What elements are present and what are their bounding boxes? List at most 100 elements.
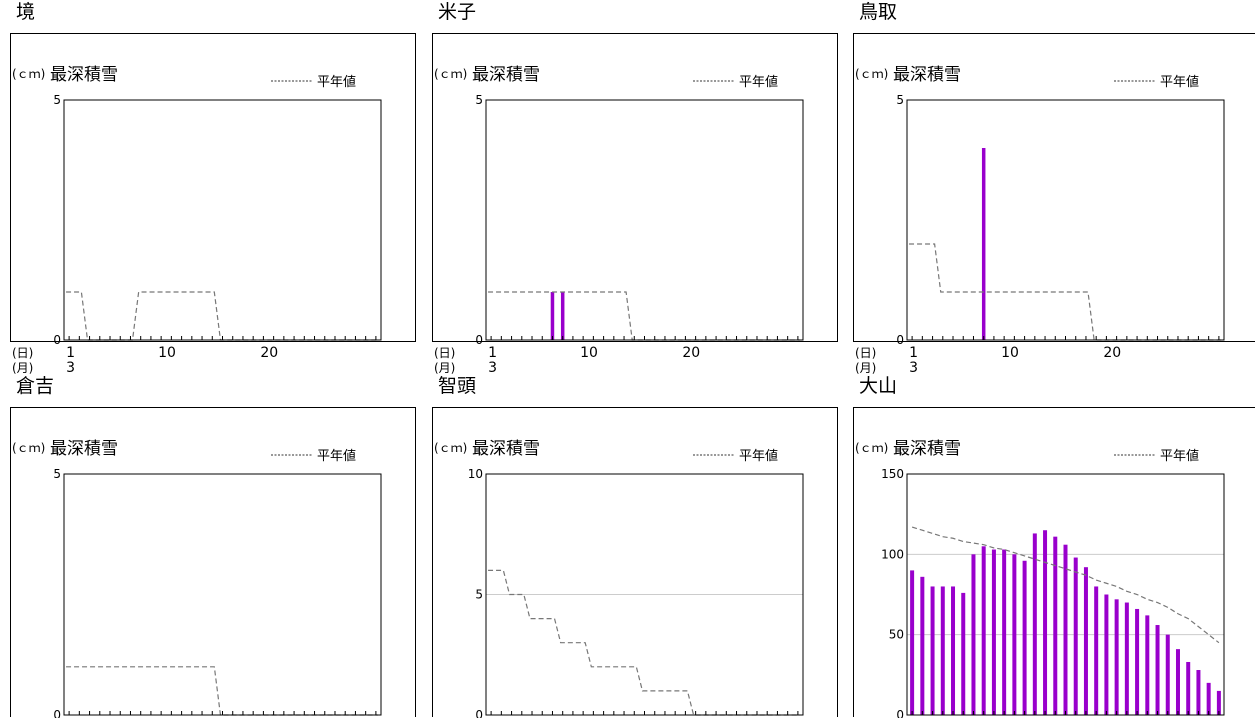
x-tick-label: 10 xyxy=(580,345,598,361)
legend-label: 平年値 xyxy=(739,448,778,464)
y-tick-label: 5 xyxy=(475,588,483,602)
chart-title: 最深積雪 xyxy=(893,439,961,459)
snow-depth-bar xyxy=(1063,544,1068,715)
snow-depth-bar xyxy=(1175,649,1180,715)
snow-depth-bar xyxy=(1104,594,1109,715)
month-label: 3 xyxy=(909,360,918,376)
y-tick-label: 0 xyxy=(896,708,904,718)
legend-label: 平年値 xyxy=(1160,448,1199,464)
x-tick-label: 20 xyxy=(682,345,700,361)
month-unit-label: (月) xyxy=(855,361,876,375)
y-tick-label: 5 xyxy=(53,93,61,107)
snow-depth-bar xyxy=(1155,625,1160,715)
snow-depth-bar xyxy=(1073,557,1078,715)
snow-depth-bar xyxy=(991,549,996,715)
normal-value-line xyxy=(911,526,1220,644)
snow-depth-bar xyxy=(1165,634,1170,715)
y-tick-label: 5 xyxy=(53,467,61,481)
snow-depth-bar xyxy=(1186,661,1191,715)
month-unit-label: (月) xyxy=(12,361,33,375)
snow-depth-bar xyxy=(940,586,945,715)
snow-depth-bar xyxy=(930,586,935,715)
x-tick-label: 10 xyxy=(1001,345,1019,361)
snow-depth-bar xyxy=(1043,530,1048,715)
month-unit-label: (月) xyxy=(434,361,455,375)
y-tick-label: 50 xyxy=(889,628,904,642)
station-name: 大山 xyxy=(859,375,898,397)
normal-value-line xyxy=(66,666,378,716)
x-tick-label: 1 xyxy=(488,345,497,361)
unit-label: (ｃｍ) xyxy=(855,67,888,81)
normal-value-line xyxy=(488,569,800,716)
x-tick-label: 10 xyxy=(158,345,176,361)
snow-depth-bar xyxy=(1216,690,1221,715)
unit-label: (ｃｍ) xyxy=(434,67,467,81)
plot-area-frame xyxy=(485,99,804,341)
snow-depth-bar xyxy=(920,576,925,715)
plot-area-frame xyxy=(63,99,382,341)
snow-depth-bar xyxy=(1053,536,1058,715)
snow-depth-bar xyxy=(971,554,976,715)
month-label: 3 xyxy=(66,360,75,376)
station-name: 倉吉 xyxy=(16,375,55,397)
y-tick-label: 0 xyxy=(896,333,904,347)
y-tick-label: 0 xyxy=(53,333,61,347)
snow-depth-bar xyxy=(1094,586,1099,715)
plot-area-frame xyxy=(906,99,1225,341)
snow-depth-bar xyxy=(961,592,966,715)
snow-depth-bar xyxy=(1135,608,1140,715)
station-name: 米子 xyxy=(438,1,477,23)
normal-value-line xyxy=(909,243,1221,341)
chart-title: 最深積雪 xyxy=(50,65,118,85)
x-tick-label: 1 xyxy=(66,345,75,361)
snow-depth-bar xyxy=(981,148,986,340)
chart-title: 最深積雪 xyxy=(472,439,540,459)
snow-depth-bar xyxy=(1032,533,1037,715)
snow-depth-bar xyxy=(1206,682,1211,715)
x-tick-label: 20 xyxy=(260,345,278,361)
legend-label: 平年値 xyxy=(317,448,356,464)
plot-area-frame xyxy=(63,473,382,716)
normal-value-line xyxy=(66,291,378,341)
snow-depth-bar xyxy=(1124,602,1129,715)
y-tick-label: 0 xyxy=(475,708,483,718)
y-tick-label: 0 xyxy=(475,333,483,347)
y-tick-label: 5 xyxy=(475,93,483,107)
snow-depth-bar xyxy=(1022,560,1027,715)
x-tick-label: 20 xyxy=(1103,345,1121,361)
station-name: 鳥取 xyxy=(859,1,898,23)
snow-depth-bar xyxy=(1002,549,1007,715)
snow-depth-bar xyxy=(910,570,915,715)
snow-depth-bar xyxy=(1083,567,1088,715)
snow-depth-bar xyxy=(951,586,956,715)
snow-depth-bar xyxy=(1114,599,1119,715)
x-tick-label: 1 xyxy=(909,345,918,361)
y-tick-label: 0 xyxy=(53,708,61,718)
snow-depth-bar xyxy=(1145,615,1150,715)
snow-depth-bar xyxy=(1196,670,1201,715)
unit-label: (ｃｍ) xyxy=(12,441,45,455)
unit-label: (ｃｍ) xyxy=(855,441,888,455)
chart-title: 最深積雪 xyxy=(893,65,961,85)
y-tick-label: 5 xyxy=(896,93,904,107)
chart-title: 最深積雪 xyxy=(50,439,118,459)
station-name: 境 xyxy=(16,1,36,23)
y-tick-label: 150 xyxy=(881,467,904,481)
day-unit-label: (日) xyxy=(12,346,33,360)
y-tick-label: 100 xyxy=(881,547,904,561)
legend-label: 平年値 xyxy=(317,74,356,90)
chart-title: 最深積雪 xyxy=(472,65,540,85)
y-tick-label: 10 xyxy=(468,467,483,481)
snow-depth-bar xyxy=(550,292,555,340)
snow-depth-bar xyxy=(1012,554,1017,715)
snow-depth-bar xyxy=(560,292,565,340)
